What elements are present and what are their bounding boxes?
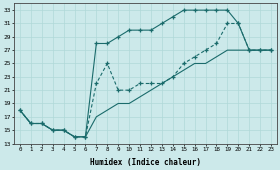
X-axis label: Humidex (Indice chaleur): Humidex (Indice chaleur): [90, 158, 201, 167]
